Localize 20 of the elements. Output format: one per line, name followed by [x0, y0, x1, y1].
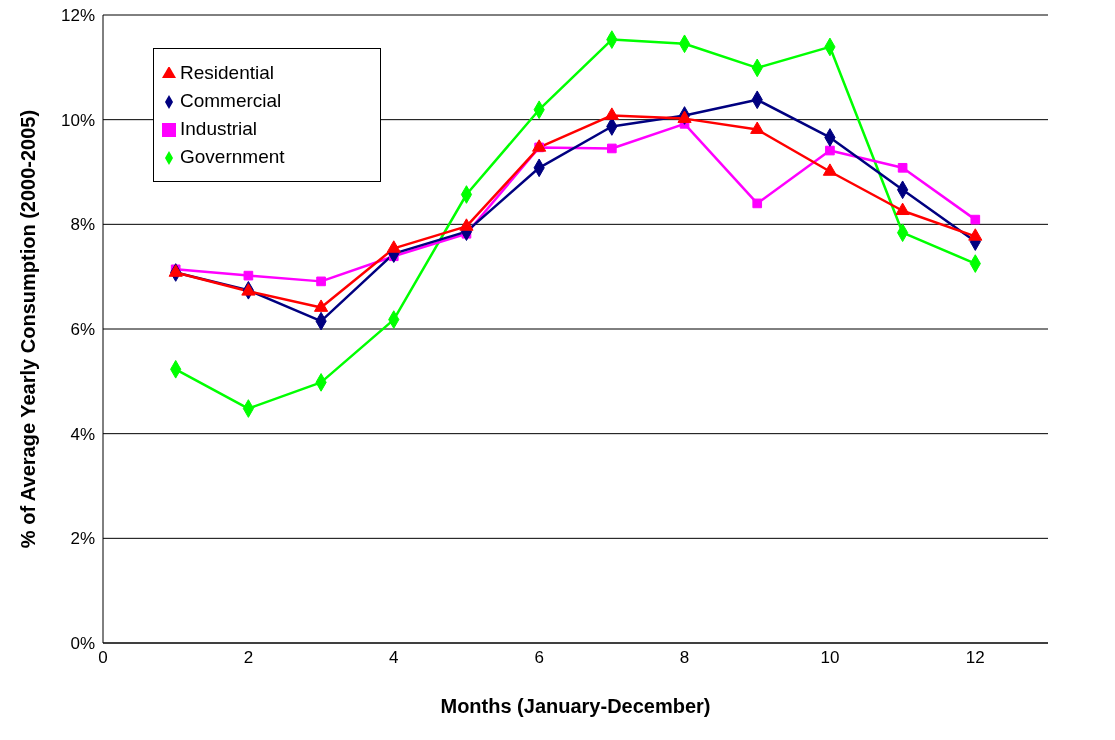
legend-label: Residential: [180, 62, 274, 83]
y-tick-label: 6%: [70, 320, 95, 340]
x-tick-label: 4: [389, 648, 399, 668]
y-tick-label: 0%: [70, 634, 95, 654]
x-tick-label: 8: [679, 648, 690, 668]
y-tick-label: 2%: [70, 529, 95, 549]
legend-label: Government: [180, 146, 285, 167]
x-tick-label: 0: [98, 648, 108, 668]
x-axis-title: Months (January-December): [440, 695, 711, 717]
x-tick-label: 2: [243, 648, 254, 668]
y-axis-title: % of Average Yearly Consumption (2000-2005): [17, 109, 40, 549]
y-tick-label: 10%: [60, 110, 95, 130]
x-tick-label: 10: [820, 648, 840, 668]
y-tick-label: 4%: [70, 424, 95, 444]
y-tick-label: 8%: [70, 215, 95, 235]
legend-label: Commercial: [180, 90, 282, 111]
x-tick-label: 6: [534, 648, 544, 668]
x-tick-label: 12: [965, 648, 985, 668]
y-tick-label: 12%: [60, 6, 95, 26]
legend-label: Industrial: [180, 118, 258, 139]
